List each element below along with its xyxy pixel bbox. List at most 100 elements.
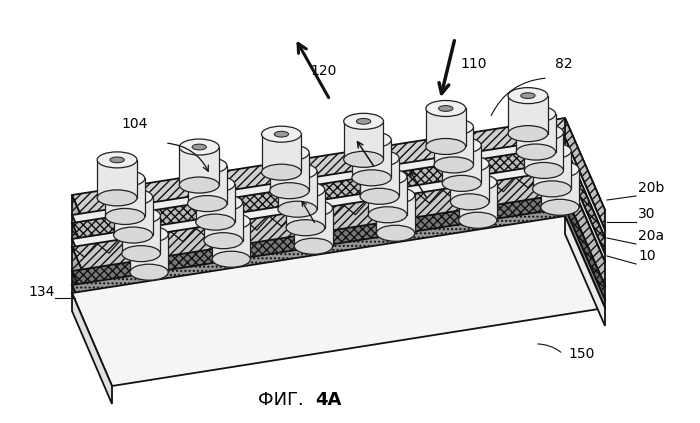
Polygon shape <box>541 169 579 207</box>
Ellipse shape <box>212 251 251 267</box>
Polygon shape <box>72 146 605 316</box>
Polygon shape <box>344 121 384 159</box>
Ellipse shape <box>216 200 230 206</box>
Ellipse shape <box>360 188 399 204</box>
Ellipse shape <box>360 150 399 166</box>
Polygon shape <box>72 194 605 364</box>
Ellipse shape <box>122 208 160 224</box>
Ellipse shape <box>179 139 219 155</box>
Ellipse shape <box>426 101 466 116</box>
Ellipse shape <box>372 155 386 161</box>
Polygon shape <box>442 146 482 184</box>
Ellipse shape <box>294 200 332 216</box>
Polygon shape <box>451 164 489 202</box>
Text: ФИГ.: ФИГ. <box>258 391 310 409</box>
Polygon shape <box>212 221 251 259</box>
Polygon shape <box>368 177 407 215</box>
Ellipse shape <box>286 220 325 236</box>
Ellipse shape <box>307 205 321 211</box>
Polygon shape <box>434 127 473 165</box>
Ellipse shape <box>278 163 317 179</box>
Polygon shape <box>130 234 168 272</box>
Ellipse shape <box>381 174 395 180</box>
Ellipse shape <box>106 170 145 187</box>
Ellipse shape <box>553 166 567 172</box>
Polygon shape <box>72 223 112 332</box>
Ellipse shape <box>179 177 219 193</box>
Ellipse shape <box>204 195 243 211</box>
Ellipse shape <box>516 144 556 160</box>
Ellipse shape <box>126 194 140 200</box>
Polygon shape <box>72 271 112 378</box>
Polygon shape <box>72 195 112 308</box>
Polygon shape <box>565 216 605 326</box>
Ellipse shape <box>365 137 379 143</box>
Ellipse shape <box>97 152 137 168</box>
Ellipse shape <box>270 145 309 161</box>
Polygon shape <box>508 96 548 134</box>
Polygon shape <box>106 179 145 217</box>
Polygon shape <box>286 190 325 228</box>
Ellipse shape <box>451 156 489 172</box>
Polygon shape <box>97 160 137 198</box>
Polygon shape <box>294 208 332 246</box>
Ellipse shape <box>458 212 497 228</box>
Ellipse shape <box>528 111 543 117</box>
Ellipse shape <box>368 169 407 185</box>
Ellipse shape <box>508 126 548 142</box>
Ellipse shape <box>458 174 497 190</box>
Polygon shape <box>196 184 235 222</box>
Polygon shape <box>565 146 605 254</box>
Ellipse shape <box>274 131 288 137</box>
Polygon shape <box>262 134 301 172</box>
Polygon shape <box>524 132 564 170</box>
Ellipse shape <box>368 207 407 223</box>
Text: 110: 110 <box>460 57 486 71</box>
Ellipse shape <box>225 218 238 224</box>
Ellipse shape <box>122 246 160 261</box>
Polygon shape <box>204 203 243 241</box>
Ellipse shape <box>451 194 489 210</box>
Ellipse shape <box>118 176 132 181</box>
Text: 30: 30 <box>638 207 655 221</box>
Polygon shape <box>113 197 153 235</box>
Polygon shape <box>352 140 391 178</box>
Text: 4А: 4А <box>315 391 342 409</box>
Ellipse shape <box>352 132 391 148</box>
Ellipse shape <box>212 213 251 229</box>
Ellipse shape <box>294 238 332 254</box>
Ellipse shape <box>290 168 304 174</box>
Ellipse shape <box>508 88 548 104</box>
Polygon shape <box>72 247 112 364</box>
Polygon shape <box>72 216 605 386</box>
Ellipse shape <box>541 161 579 177</box>
Polygon shape <box>72 162 605 332</box>
Polygon shape <box>377 195 414 233</box>
Ellipse shape <box>204 233 243 249</box>
Polygon shape <box>179 147 219 185</box>
Ellipse shape <box>192 144 206 150</box>
Text: 20b: 20b <box>638 181 664 195</box>
Ellipse shape <box>377 187 414 203</box>
Polygon shape <box>72 293 112 404</box>
Polygon shape <box>72 170 605 340</box>
Ellipse shape <box>426 138 466 154</box>
Ellipse shape <box>286 182 325 198</box>
Ellipse shape <box>521 93 535 99</box>
Text: 150: 150 <box>568 347 594 361</box>
Ellipse shape <box>113 189 153 205</box>
Ellipse shape <box>196 176 235 192</box>
Ellipse shape <box>106 209 145 225</box>
Ellipse shape <box>377 225 414 241</box>
Ellipse shape <box>130 226 168 242</box>
Text: 20a: 20a <box>638 229 664 243</box>
Ellipse shape <box>533 181 571 197</box>
Ellipse shape <box>208 181 223 187</box>
Ellipse shape <box>110 157 124 163</box>
Ellipse shape <box>434 119 473 135</box>
Polygon shape <box>565 170 605 286</box>
Ellipse shape <box>439 106 453 111</box>
Polygon shape <box>278 171 317 209</box>
Ellipse shape <box>344 113 384 129</box>
Text: 82: 82 <box>555 57 573 71</box>
